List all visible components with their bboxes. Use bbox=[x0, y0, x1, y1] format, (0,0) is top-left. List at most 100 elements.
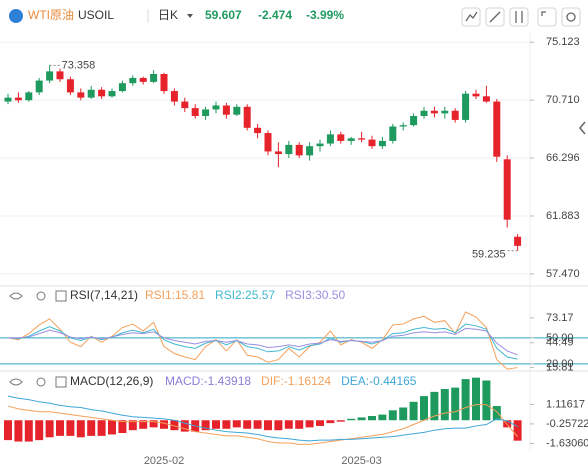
candle-body bbox=[14, 97, 22, 101]
toolbar bbox=[461, 7, 581, 27]
macd-bar bbox=[326, 420, 335, 424]
macd-bar bbox=[180, 420, 189, 432]
candle-body bbox=[35, 80, 43, 93]
y-tick-label: -1.63060 bbox=[546, 437, 588, 449]
macd-bar bbox=[139, 420, 148, 429]
macd-bar bbox=[108, 420, 116, 435]
legend-entry: DIF:-1.16124 bbox=[261, 374, 331, 388]
candle-body bbox=[4, 97, 12, 102]
candle-body bbox=[441, 110, 449, 114]
y-tick-label: 73.17 bbox=[546, 312, 574, 324]
macd-bar bbox=[128, 420, 137, 431]
macd-bar bbox=[253, 420, 262, 429]
candle-body bbox=[139, 77, 147, 82]
macd-bar bbox=[97, 420, 106, 436]
macd-bar bbox=[232, 420, 241, 428]
candle-body bbox=[306, 146, 314, 156]
y-tick-label: -0.25722 bbox=[546, 418, 588, 430]
macd-bar bbox=[284, 420, 293, 429]
candle-body bbox=[118, 83, 126, 92]
macd-bar bbox=[378, 414, 387, 421]
y-tick-label: 44.49 bbox=[546, 337, 574, 349]
x-tick-label: 2025-03 bbox=[341, 455, 381, 467]
candle-body bbox=[347, 138, 355, 141]
legend-entry: DEA:-0.44165 bbox=[341, 374, 417, 388]
macd-bar bbox=[492, 406, 501, 421]
macd-bar bbox=[336, 420, 345, 422]
candle-body bbox=[368, 139, 376, 147]
menu-icon[interactable] bbox=[55, 376, 67, 388]
macd-bar bbox=[461, 379, 470, 421]
macd-line bbox=[7, 404, 518, 445]
candle-body bbox=[337, 134, 345, 141]
x-tick-label: 2025-02 bbox=[144, 455, 184, 467]
tool-settings[interactable] bbox=[561, 7, 581, 27]
settings-icon[interactable] bbox=[36, 291, 46, 301]
candle-body bbox=[378, 140, 386, 147]
logo bbox=[9, 9, 23, 23]
tool-style[interactable] bbox=[509, 7, 529, 27]
macd-bar bbox=[357, 417, 366, 421]
candle-body bbox=[46, 71, 54, 81]
macd-bar bbox=[149, 420, 158, 428]
candle-body bbox=[420, 110, 428, 116]
tool-draw[interactable] bbox=[485, 7, 505, 27]
macd-bar bbox=[316, 420, 324, 426]
candle-body bbox=[108, 91, 116, 97]
macd-bar bbox=[264, 420, 272, 431]
legend-entry: RSI1:15.81 bbox=[145, 288, 205, 302]
macd-bar bbox=[201, 420, 210, 431]
candle-body bbox=[389, 126, 397, 141]
macd-bar bbox=[87, 420, 96, 436]
macd-bar bbox=[35, 420, 44, 441]
macd-bar bbox=[513, 420, 522, 441]
macd-bar bbox=[347, 418, 356, 421]
macd-bar bbox=[440, 389, 449, 421]
candle-body bbox=[514, 236, 522, 246]
macd-bar bbox=[45, 420, 54, 438]
candle-body bbox=[264, 133, 272, 152]
macd-bar bbox=[14, 420, 23, 442]
menu-icon[interactable] bbox=[55, 290, 67, 302]
high-label: 73.358 bbox=[62, 59, 96, 71]
settings-icon[interactable] bbox=[36, 377, 46, 387]
visibility-icon[interactable] bbox=[9, 378, 23, 386]
macd-bar bbox=[4, 420, 12, 441]
tool-indicator[interactable] bbox=[461, 7, 481, 27]
macd-bar bbox=[76, 420, 85, 438]
candle-body bbox=[430, 110, 438, 114]
dropdown-arrow[interactable] bbox=[187, 14, 193, 18]
candle-body bbox=[66, 79, 74, 93]
y-tick-label: 70.710 bbox=[546, 94, 580, 106]
legend-entry: RSI2:25.57 bbox=[215, 288, 275, 302]
candle-body bbox=[503, 159, 511, 220]
candle-body bbox=[191, 108, 199, 116]
macd-bar bbox=[295, 420, 304, 429]
candle-body bbox=[202, 109, 210, 116]
candle-body bbox=[222, 105, 230, 115]
tool-draw-icon bbox=[489, 11, 501, 23]
macd-line bbox=[7, 395, 518, 442]
tool-fullscreen[interactable] bbox=[537, 7, 557, 27]
legend-entry: MACD:-1.43918 bbox=[165, 374, 251, 388]
candle-body bbox=[181, 101, 189, 109]
candle-body bbox=[233, 106, 241, 115]
macd-bar bbox=[430, 391, 439, 421]
candle-body bbox=[399, 125, 407, 127]
candle-body bbox=[150, 74, 158, 82]
candle-body bbox=[212, 105, 220, 110]
candle-body bbox=[410, 116, 418, 126]
change-pct: -3.99% bbox=[306, 8, 344, 22]
candle-body bbox=[493, 101, 501, 157]
macd-icons bbox=[9, 376, 67, 388]
visibility-icon[interactable] bbox=[9, 292, 23, 300]
collapse-arrow[interactable] bbox=[579, 121, 586, 135]
candle-body bbox=[326, 134, 334, 144]
macd-bar bbox=[399, 407, 408, 421]
candle-body bbox=[56, 71, 64, 80]
candle-body bbox=[295, 144, 303, 156]
symbol[interactable]: USOIL bbox=[78, 8, 114, 22]
macd-title: MACD(12,26,9) bbox=[70, 374, 153, 388]
interval[interactable]: 日K bbox=[158, 8, 178, 22]
candle-body bbox=[472, 93, 480, 97]
